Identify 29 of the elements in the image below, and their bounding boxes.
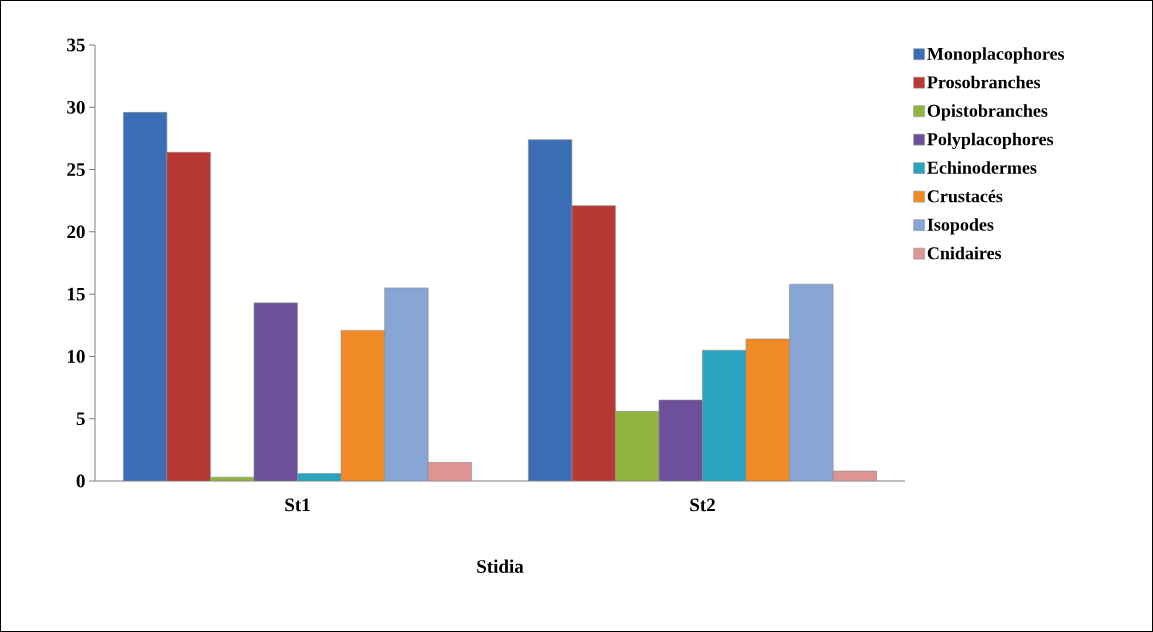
bar [658,399,703,481]
legend-label: Crustacés [927,189,1003,203]
bar [340,329,385,481]
y-tick-label: 0 [76,474,85,488]
y-tick-label: 25 [67,163,85,176]
y-tick-label: 5 [76,412,85,426]
legend-label: Cnidaires [927,246,1002,260]
bar [384,287,429,481]
legend-label: Prosobranches [927,75,1041,89]
legend-label: Monoplacophores [927,47,1065,64]
legend-label: Isopodes [927,218,994,235]
y-tick-label: 20 [67,225,85,239]
bar [789,283,834,481]
y-tick-label: 35 [67,38,85,52]
legend-label: Polyplacophores [927,132,1054,150]
bar [253,302,298,481]
y-tick-label: 30 [67,100,85,114]
bar [745,338,790,481]
y-tick-label: 15 [67,287,85,301]
x-tick-label: St1 [285,498,310,512]
x-axis-title: Stidia [477,559,524,573]
legend-label: Opistobranches [927,104,1048,121]
bar [166,151,211,481]
y-tick-label: 10 [67,350,85,363]
bar [123,111,168,481]
legend-label: Echinodermes [927,161,1037,174]
bar [571,205,616,481]
bar [528,139,573,481]
x-tick-label: St2 [690,498,715,512]
